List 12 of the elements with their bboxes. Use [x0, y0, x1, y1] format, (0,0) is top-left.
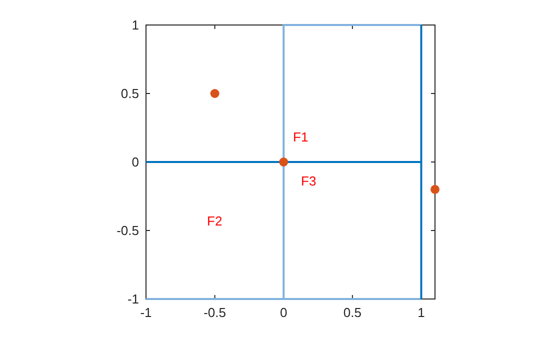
x-tick-label: 0.5	[343, 305, 362, 320]
y-tick-label: -0.5	[116, 223, 139, 238]
y-tick-label: 0	[132, 154, 139, 170]
y-tick-label: 0.5	[120, 86, 139, 102]
x-tick-label: -0.5	[204, 305, 226, 320]
annotation: F2	[207, 214, 222, 229]
y-tick-label: 1	[132, 18, 139, 33]
annotation: F3	[301, 174, 316, 189]
y-tick-label: -1	[127, 292, 139, 307]
x-tick-label: 1	[418, 305, 425, 320]
annotation: F1	[293, 130, 308, 145]
x-tick-label: 0	[280, 305, 288, 320]
